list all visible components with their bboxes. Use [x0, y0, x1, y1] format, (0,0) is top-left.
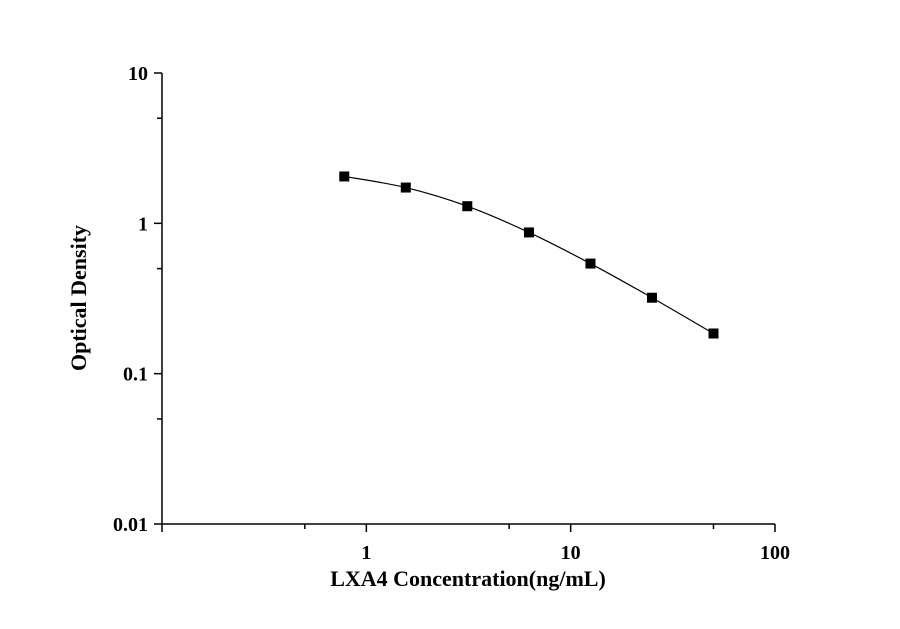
x-axis-title: LXA4 Concentration(ng/mL) — [330, 566, 606, 591]
y-tick-label: 0.01 — [113, 514, 148, 536]
x-tick-label: 100 — [760, 542, 790, 564]
y-tick-label: 10 — [128, 63, 148, 85]
y-axis-title: Optical Density — [66, 225, 91, 371]
y-axis-ticks: 0.01 0.1 1 10 — [113, 63, 162, 536]
x-axis-ticks: 1 10 100 — [161, 524, 790, 564]
data-point-marker — [462, 201, 473, 212]
data-point-marker — [523, 227, 534, 238]
fit-curve-line — [344, 175, 714, 335]
data-point-marker — [339, 171, 350, 182]
x-tick-label: 10 — [561, 542, 581, 564]
x-tick-label: 1 — [361, 542, 371, 564]
data-point-marker — [708, 328, 719, 339]
plot-area: 1 10 100 0.01 0.1 1 10 — [113, 63, 790, 564]
data-point-marker — [646, 292, 657, 303]
data-point-marker — [585, 258, 596, 269]
y-tick-label: 0.1 — [123, 364, 148, 386]
data-point-marker — [400, 182, 411, 193]
y-tick-label: 1 — [138, 213, 148, 235]
data-points — [339, 171, 719, 339]
